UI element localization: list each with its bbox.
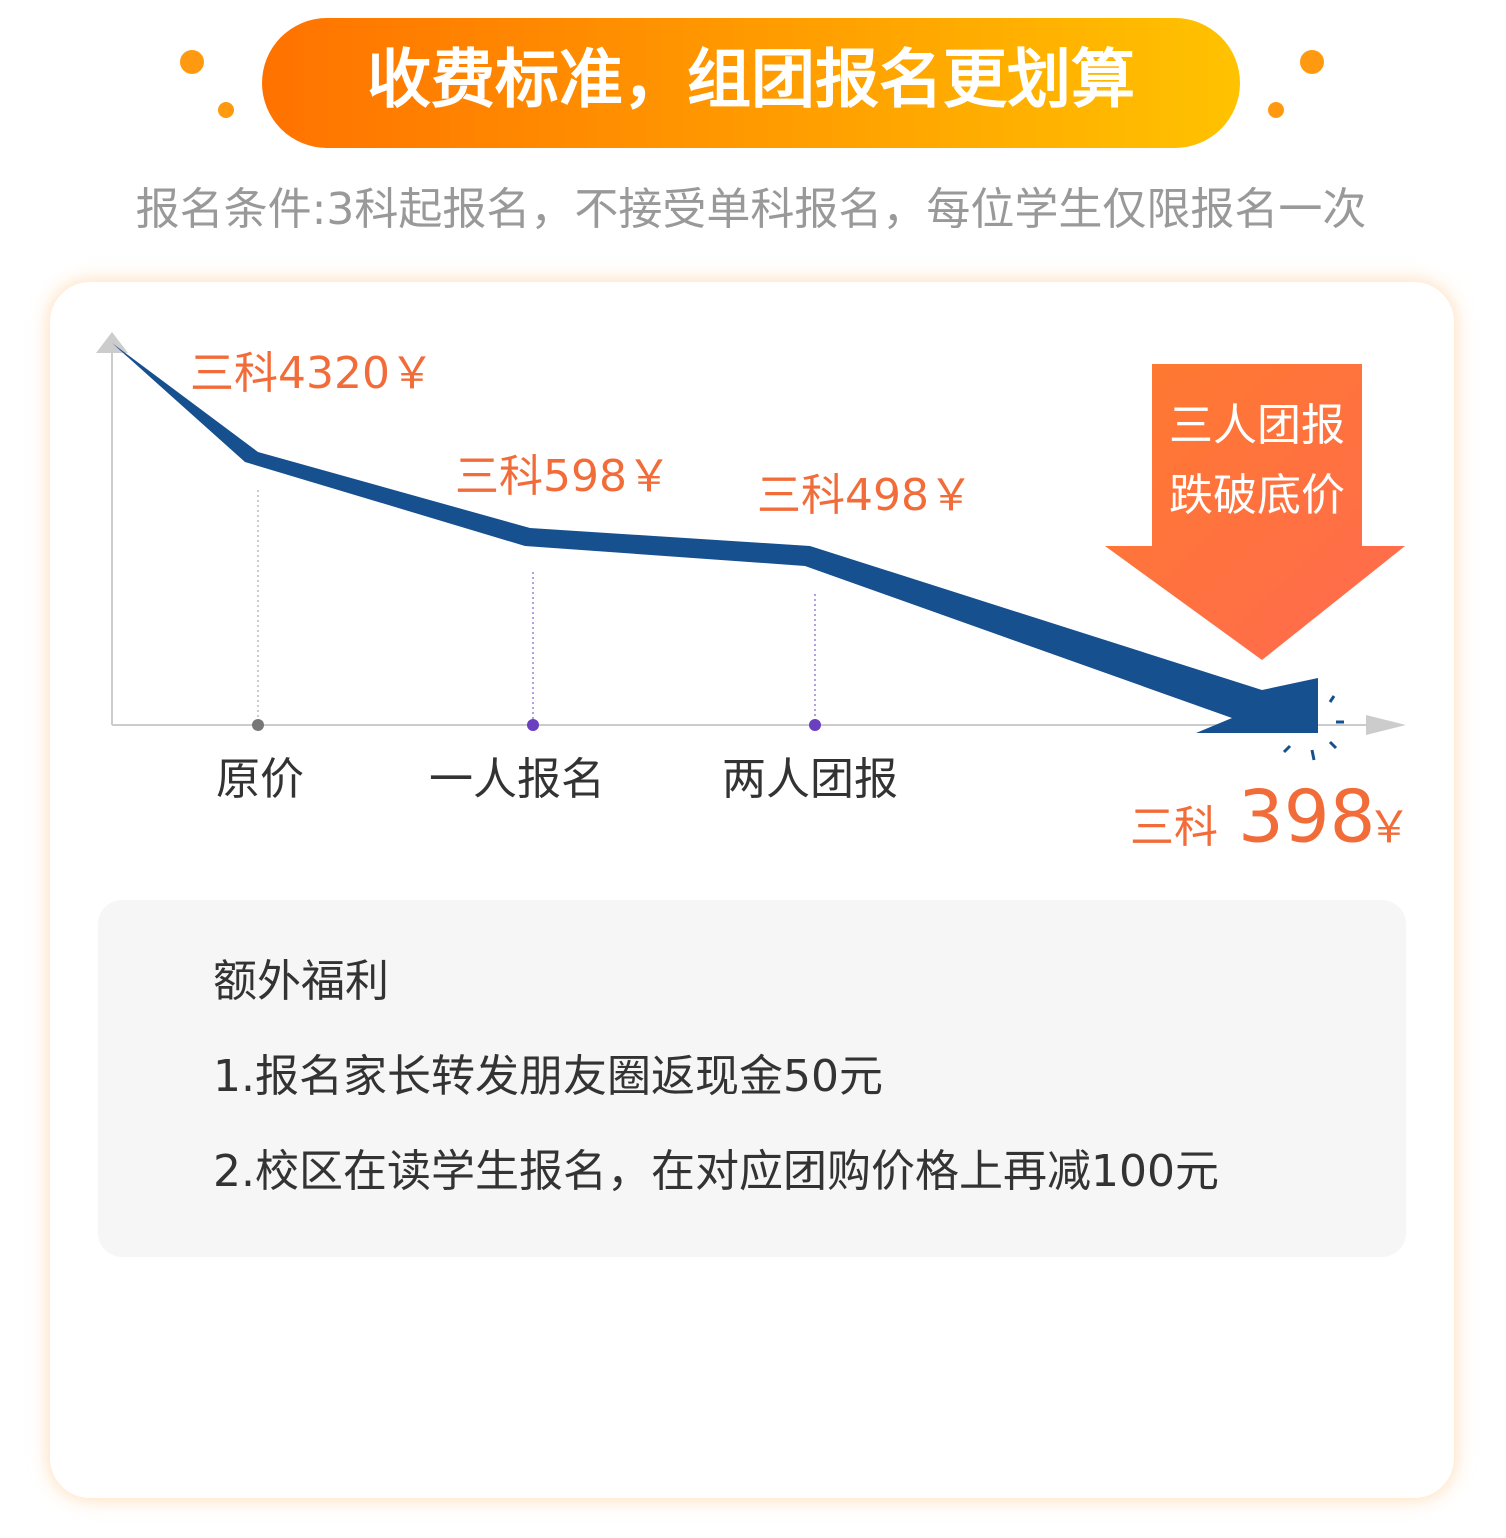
stage-dot: [252, 719, 264, 731]
benefit-item: 1.报名家长转发朋友圈返现金50元: [213, 1051, 883, 1102]
price-suffix: ￥: [1367, 802, 1411, 853]
callout-text: 跌破底价: [1169, 470, 1345, 521]
benefit-item: 2.校区在读学生报名，在对应团购价格上再减100元: [213, 1146, 1219, 1197]
stage-label: 一人报名: [429, 754, 605, 805]
benefits-title: 额外福利: [213, 956, 389, 1007]
stage-dot: [527, 719, 539, 731]
price-label: 三科598￥: [455, 451, 671, 502]
price-label: 三科498￥: [757, 470, 973, 521]
title-pill: [262, 18, 1240, 148]
benefits-box: [98, 900, 1406, 1257]
trend-arrow: [112, 343, 1318, 733]
subtitle: 报名条件:3科起报名，不接受单科报名，每位学生仅限报名一次: [136, 184, 1367, 235]
stage-label: 两人团报: [722, 754, 898, 805]
callout-arrow: [1105, 364, 1405, 660]
stage-dot: [809, 719, 821, 731]
price-label: 三科4320￥: [190, 348, 434, 399]
callout-text: 三人团报: [1169, 400, 1345, 451]
axis-arrow: [1366, 715, 1406, 735]
dot: [1268, 102, 1284, 118]
stage-label: 原价: [216, 754, 304, 805]
dot: [1300, 50, 1324, 74]
title: 收费标准，组团报名更划算: [367, 44, 1135, 118]
axis-arrow: [96, 332, 128, 353]
sparkle: [1282, 695, 1344, 761]
dot: [180, 50, 204, 74]
price-value: 398: [1238, 775, 1375, 859]
price-prefix: 三科: [1130, 802, 1218, 853]
dot: [218, 102, 234, 118]
